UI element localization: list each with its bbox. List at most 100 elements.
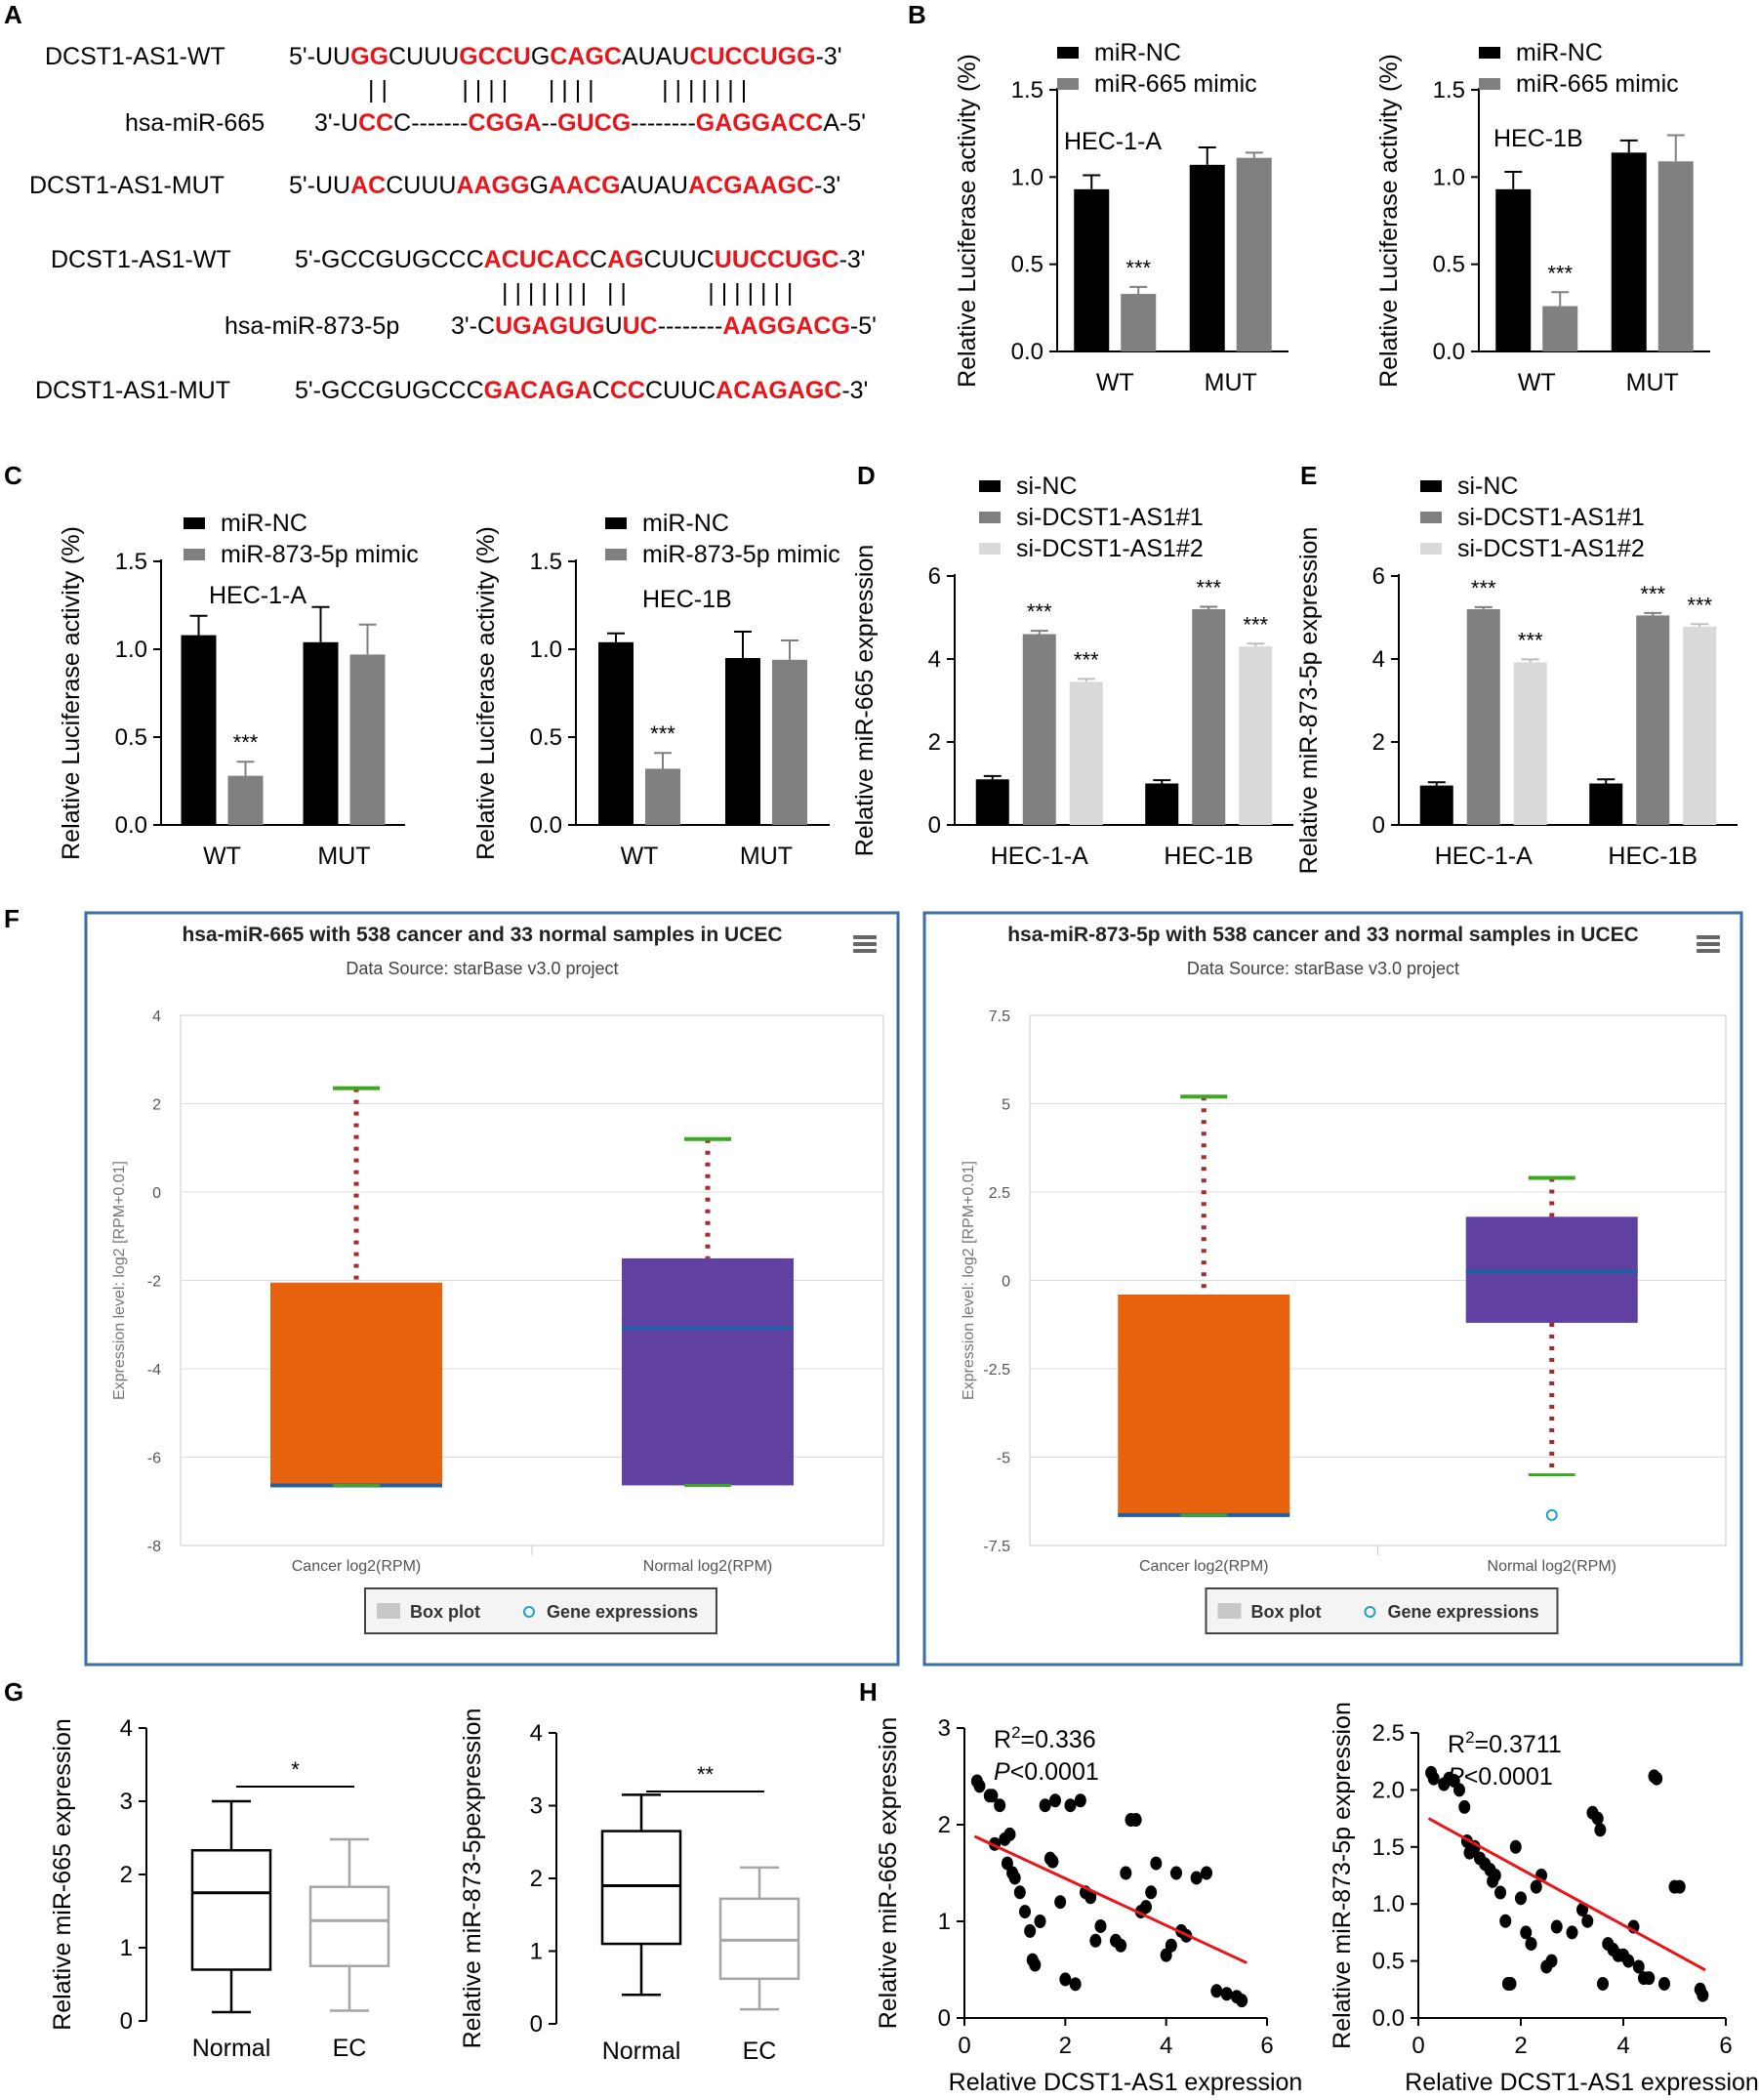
- x-tick-label: HEC-1-A: [991, 843, 1088, 870]
- data-point: [1039, 1798, 1051, 1813]
- binding-site-segment: CGGA: [468, 109, 542, 137]
- data-point: [1651, 1771, 1663, 1786]
- pairing-bars: | | | | | | | | | | | | | | | | |: [368, 76, 748, 103]
- pairing-bars: | | | | | | | | | | | | | | | |: [502, 279, 794, 307]
- data-point: [1453, 1783, 1465, 1797]
- x-tick-label: MUT: [1626, 369, 1679, 396]
- data-point: [1236, 1994, 1248, 2008]
- panel-letter-h: H: [859, 1677, 878, 1707]
- bar-chart-b2: 0.0 0.5 1.0 1.5 Relative Luciferase activity…: [1375, 39, 1710, 396]
- bar-si-dcst1-as1-2: [1683, 626, 1717, 825]
- regression-line: [973, 1834, 1248, 1964]
- data-point: [1003, 1827, 1016, 1841]
- y-tick-label: 1.5: [115, 549, 147, 575]
- bar-mir-873-5p-mimic: [772, 659, 807, 825]
- panel-letter-g: G: [4, 1677, 24, 1707]
- y-tick-label: -2: [147, 1274, 161, 1291]
- significance-marker: ***: [233, 730, 259, 755]
- data-point: [1597, 1976, 1609, 1991]
- data-point: [1594, 1823, 1607, 1837]
- data-point: [1581, 1914, 1594, 1928]
- binding-site-segment: AACG: [548, 172, 621, 199]
- data-point: [1150, 1856, 1163, 1871]
- data-point: [1089, 1933, 1102, 1948]
- r-squared-value: =0.336: [1021, 1726, 1096, 1753]
- binding-site-segment: ACUCAC: [483, 246, 590, 273]
- sequence-segment: C-------: [393, 109, 469, 137]
- legend-label: miR-665 mimic: [1094, 70, 1257, 98]
- bar-si-dcst1-as1-1: [1636, 615, 1670, 825]
- y-tick-label: 7.5: [989, 1009, 1010, 1025]
- menu-icon[interactable]: [1697, 935, 1720, 953]
- sequence-segment: -3': [815, 43, 842, 70]
- x-tick-label: MUT: [317, 843, 370, 870]
- data-point: [1591, 1811, 1604, 1826]
- legend-box: [364, 1587, 717, 1634]
- bar-mir-873-5p-mimic: [645, 768, 680, 825]
- binding-site-segment: ACAGAGC: [716, 377, 842, 404]
- x-tick-label: Normal: [602, 2038, 681, 2065]
- y-tick-label: -7.5: [983, 1539, 1010, 1555]
- wt-label: DCST1-AS1-WT: [45, 43, 225, 70]
- sequence-segment: 5'-UU: [289, 172, 351, 199]
- data-point: [1120, 1866, 1132, 1880]
- data-point: [1129, 1813, 1142, 1828]
- y-tick-label: 2: [1372, 729, 1385, 756]
- bar-si-nc: [1589, 783, 1623, 825]
- wt-label: DCST1-AS1-WT: [51, 246, 231, 273]
- menu-icon-bar: [1697, 949, 1720, 953]
- y-tick-label: 0.0: [115, 812, 147, 839]
- x-tick-label: 0: [1411, 2033, 1424, 2059]
- binding-site-segment: CAGC: [550, 43, 622, 70]
- x-tick-label: MUT: [1205, 369, 1257, 396]
- sequence-segment: --: [541, 109, 558, 137]
- x-tick-label: EC: [743, 2038, 777, 2065]
- data-point: [1074, 1793, 1086, 1808]
- legend-swatch: [1420, 512, 1442, 523]
- y-tick-label: 6: [928, 563, 941, 590]
- data-point: [1034, 1915, 1046, 1928]
- significance-marker: ***: [1074, 647, 1099, 672]
- y-tick-label: -6: [147, 1451, 161, 1467]
- p-value-text: <0.0001: [1464, 1763, 1553, 1791]
- binding-site-segment: CUCCUGG: [689, 43, 816, 70]
- bar-mir-873-5p-mimic: [227, 775, 264, 825]
- r-squared-annotation: R2=0.3711: [1448, 1728, 1562, 1758]
- legend-swatch: [605, 549, 627, 560]
- p-value-symbol: P: [994, 1758, 1010, 1786]
- data-point: [1673, 1879, 1686, 1894]
- legend-swatch: [1217, 1603, 1242, 1619]
- bar-mir-nc: [725, 658, 760, 825]
- bar-mir-nc: [1189, 164, 1225, 351]
- y-tick-label: 1.0: [1433, 164, 1465, 190]
- chart-title: hsa-miR-873-5p with 538 cancer and 33 no…: [1007, 924, 1639, 946]
- significance-marker: ***: [1547, 261, 1573, 285]
- significance-marker: *: [291, 1757, 300, 1782]
- bar-mir-665-mimic: [1542, 306, 1578, 351]
- iqr-box: [600, 1830, 682, 1946]
- legend-swatch: [1420, 543, 1442, 555]
- significance-marker: ***: [1243, 612, 1268, 637]
- data-point: [1643, 1971, 1656, 1986]
- binding-site-segment: GG: [350, 43, 389, 70]
- legend-label: miR-873-5p mimic: [221, 541, 419, 568]
- x-tick-label: Cancer log2(RPM): [1139, 1558, 1268, 1575]
- significance-marker: ***: [1471, 576, 1496, 600]
- y-tick-label: 0.0: [1433, 339, 1465, 365]
- data-point: [1165, 1938, 1177, 1953]
- legend-label: si-NC: [1016, 473, 1078, 500]
- menu-icon[interactable]: [853, 935, 877, 953]
- mir-sequence: 3'-CUGAGUGUUC--------AAGGACG-5': [451, 312, 877, 341]
- y-axis-title: Relative miR-873-5pexpression: [459, 1709, 486, 2049]
- sequence-segment: 5'-GCCGUGCCC: [295, 377, 484, 404]
- legend-swatch: [184, 517, 205, 529]
- starbase-box-plot-f1: hsa-miR-665 with 538 cancer and 33 norma…: [84, 911, 900, 1667]
- legend-label: Box plot: [410, 1602, 480, 1622]
- x-tick-label: 4: [1616, 2033, 1629, 2059]
- y-axis-title: Relative miR-665 expression: [875, 1717, 902, 2030]
- scatter-plot-h1: 0 1 2 3 0 2 4 6 Relative DCST1-AS1 expression Rel…: [875, 1715, 1302, 2096]
- legend-swatch: [979, 480, 1001, 492]
- iqr-box: [1118, 1294, 1290, 1515]
- x-tick-label: 6: [1719, 2033, 1732, 2059]
- y-tick-label: 2.5: [989, 1185, 1010, 1202]
